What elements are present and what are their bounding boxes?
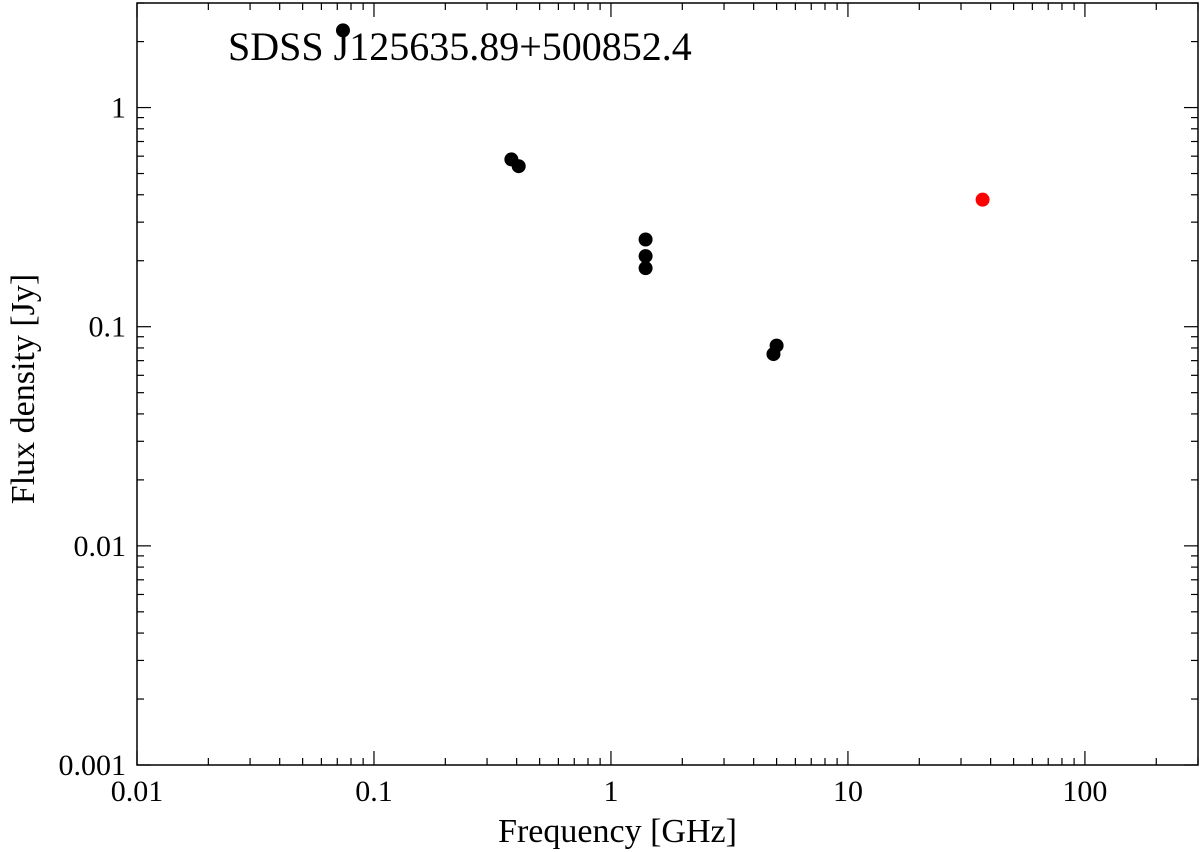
- data-point: [638, 249, 653, 264]
- data-points: [335, 23, 990, 362]
- x-tick-label: 10: [833, 775, 863, 808]
- data-point: [638, 232, 653, 247]
- y-tick-label: 0.001: [59, 749, 127, 782]
- y-tick-label: 0.01: [74, 530, 127, 563]
- data-point: [511, 159, 526, 174]
- y-axis-label: Flux density [Jy]: [5, 274, 42, 504]
- chart-title: SDSS J125635.89+500852.4: [228, 24, 692, 69]
- data-point: [769, 338, 784, 353]
- x-tick-label: 1: [603, 775, 618, 808]
- plot-frame: [136, 2, 1199, 766]
- x-tick-label: 100: [1062, 775, 1107, 808]
- data-point: [975, 192, 990, 207]
- x-tick-label: 0.1: [355, 775, 393, 808]
- x-axis-label: Frequency [GHz]: [498, 813, 737, 850]
- data-point: [335, 23, 350, 38]
- x-tick-label: 0.01: [111, 775, 164, 808]
- x-tick-labels: 0.01 0.1 1 10 100: [111, 775, 1108, 808]
- y-tick-label: 1: [111, 92, 126, 125]
- data-point: [638, 261, 653, 276]
- y-tick-labels: 0.001 0.01 0.1 1: [59, 92, 127, 782]
- y-tick-label: 0.1: [89, 311, 127, 344]
